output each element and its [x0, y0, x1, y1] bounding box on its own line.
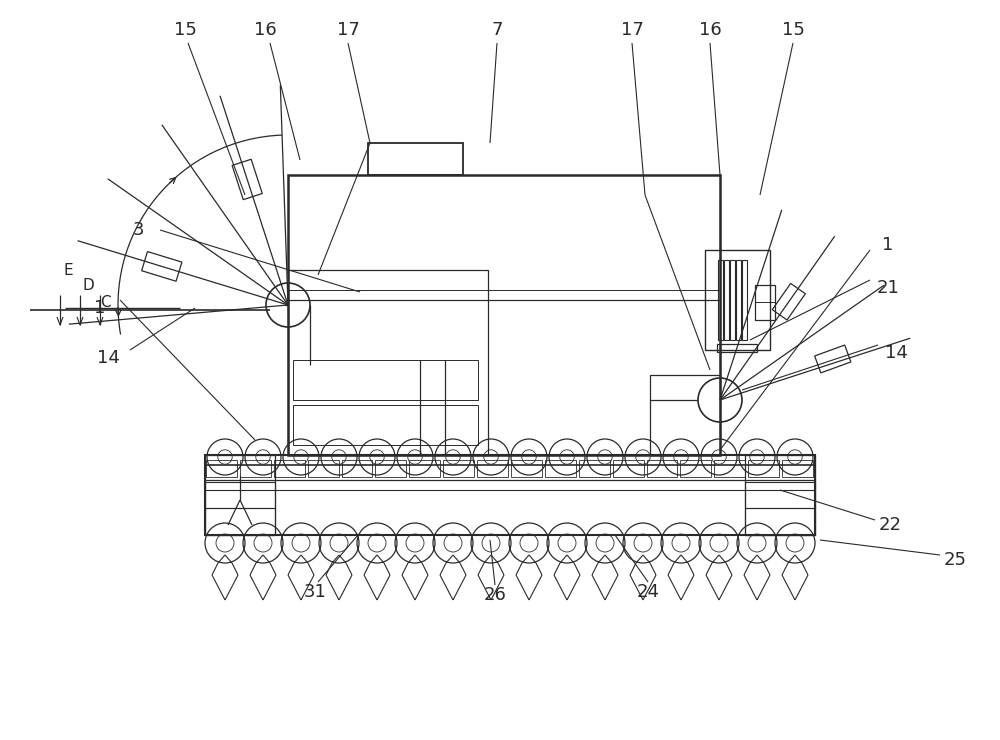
Text: 3: 3 [132, 221, 144, 239]
Text: 14: 14 [885, 344, 907, 362]
Text: 17: 17 [621, 21, 643, 39]
Bar [342, 460, 372, 477]
Bar [579, 460, 610, 477]
Text: 21: 21 [877, 279, 899, 297]
Bar [650, 375, 720, 455]
Text: C: C [100, 295, 110, 309]
Text: 15: 15 [174, 21, 196, 39]
Bar [375, 460, 406, 477]
Text: 31: 31 [304, 583, 326, 601]
Bar [205, 482, 275, 508]
Bar [680, 460, 711, 477]
Bar [755, 302, 775, 320]
Bar [745, 455, 815, 535]
Text: 25: 25 [944, 551, 966, 569]
Bar [730, 260, 735, 340]
Bar [714, 460, 745, 477]
Text: 7: 7 [491, 21, 503, 39]
Bar [443, 460, 474, 477]
Bar [293, 360, 478, 400]
Bar [782, 460, 813, 477]
Bar [293, 405, 478, 445]
Bar [718, 260, 723, 340]
Bar [745, 508, 815, 535]
Bar [736, 260, 741, 340]
Bar [409, 460, 440, 477]
Bar [274, 460, 305, 477]
Bar [745, 482, 815, 508]
Bar [368, 143, 463, 175]
Text: 14: 14 [97, 349, 119, 367]
Text: 16: 16 [254, 21, 276, 39]
Text: D: D [82, 278, 94, 292]
Text: E: E [63, 263, 73, 278]
Bar [748, 460, 779, 477]
Bar [717, 344, 757, 352]
Bar [755, 285, 775, 320]
Bar [288, 175, 720, 455]
Bar [205, 455, 275, 535]
Bar [647, 460, 677, 477]
Bar [724, 260, 729, 340]
Bar [288, 270, 488, 455]
Bar [205, 508, 275, 535]
Text: 24: 24 [637, 583, 660, 601]
Bar [240, 460, 271, 477]
Bar [206, 460, 237, 477]
Bar [477, 460, 508, 477]
Bar [545, 460, 576, 477]
Bar [511, 460, 542, 477]
Bar [613, 460, 644, 477]
Text: 15: 15 [782, 21, 804, 39]
Bar [308, 460, 339, 477]
Text: 22: 22 [879, 516, 902, 534]
Text: 1: 1 [94, 299, 106, 317]
Bar [742, 260, 747, 340]
Bar [205, 455, 815, 535]
Bar [705, 250, 770, 350]
Text: 26: 26 [484, 586, 506, 604]
Text: 16: 16 [699, 21, 721, 39]
Text: 1: 1 [882, 236, 894, 254]
Text: 17: 17 [337, 21, 359, 39]
